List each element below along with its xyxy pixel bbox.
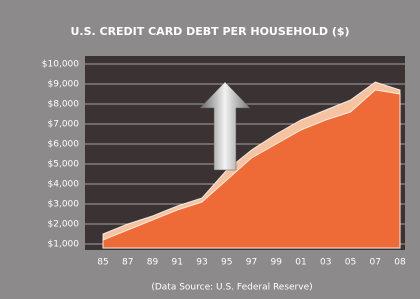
y-tick-label: $1,000	[48, 240, 80, 250]
y-tick-label: $10,000	[42, 60, 79, 70]
x-tick-label: 85	[97, 258, 108, 268]
source-note: (Data Source: U.S. Federal Reserve)	[151, 283, 312, 293]
chart: U.S. CREDIT CARD DEBT PER HOUSEHOLD ($) …	[0, 0, 420, 299]
chart-title: U.S. CREDIT CARD DEBT PER HOUSEHOLD ($)	[70, 25, 349, 38]
y-tick-label: $8,000	[48, 100, 80, 110]
x-tick-label: 03	[320, 258, 331, 268]
x-tick-label: 01	[295, 258, 306, 268]
x-tick-label: 08	[394, 258, 406, 268]
x-tick-label: 87	[122, 258, 133, 268]
x-tick-label: 07	[370, 258, 381, 268]
x-tick-label: 99	[271, 258, 283, 268]
y-tick-label: $9,000	[48, 80, 80, 90]
y-tick-label: $6,000	[48, 140, 80, 150]
x-tick-label: 93	[196, 258, 207, 268]
page: U.S. CREDIT CARD DEBT PER HOUSEHOLD ($) …	[0, 0, 420, 299]
y-tick-label: $5,000	[48, 160, 80, 170]
x-tick-label: 91	[172, 258, 183, 268]
x-tick-label: 05	[345, 258, 356, 268]
y-tick-label: $4,000	[48, 180, 80, 190]
y-tick-label: $3,000	[48, 200, 80, 210]
y-tick-label: $7,000	[48, 120, 80, 130]
y-tick-label: $2,000	[48, 220, 80, 230]
x-tick-label: 95	[221, 258, 232, 268]
x-tick-label: 89	[147, 258, 159, 268]
x-tick-label: 97	[246, 258, 257, 268]
